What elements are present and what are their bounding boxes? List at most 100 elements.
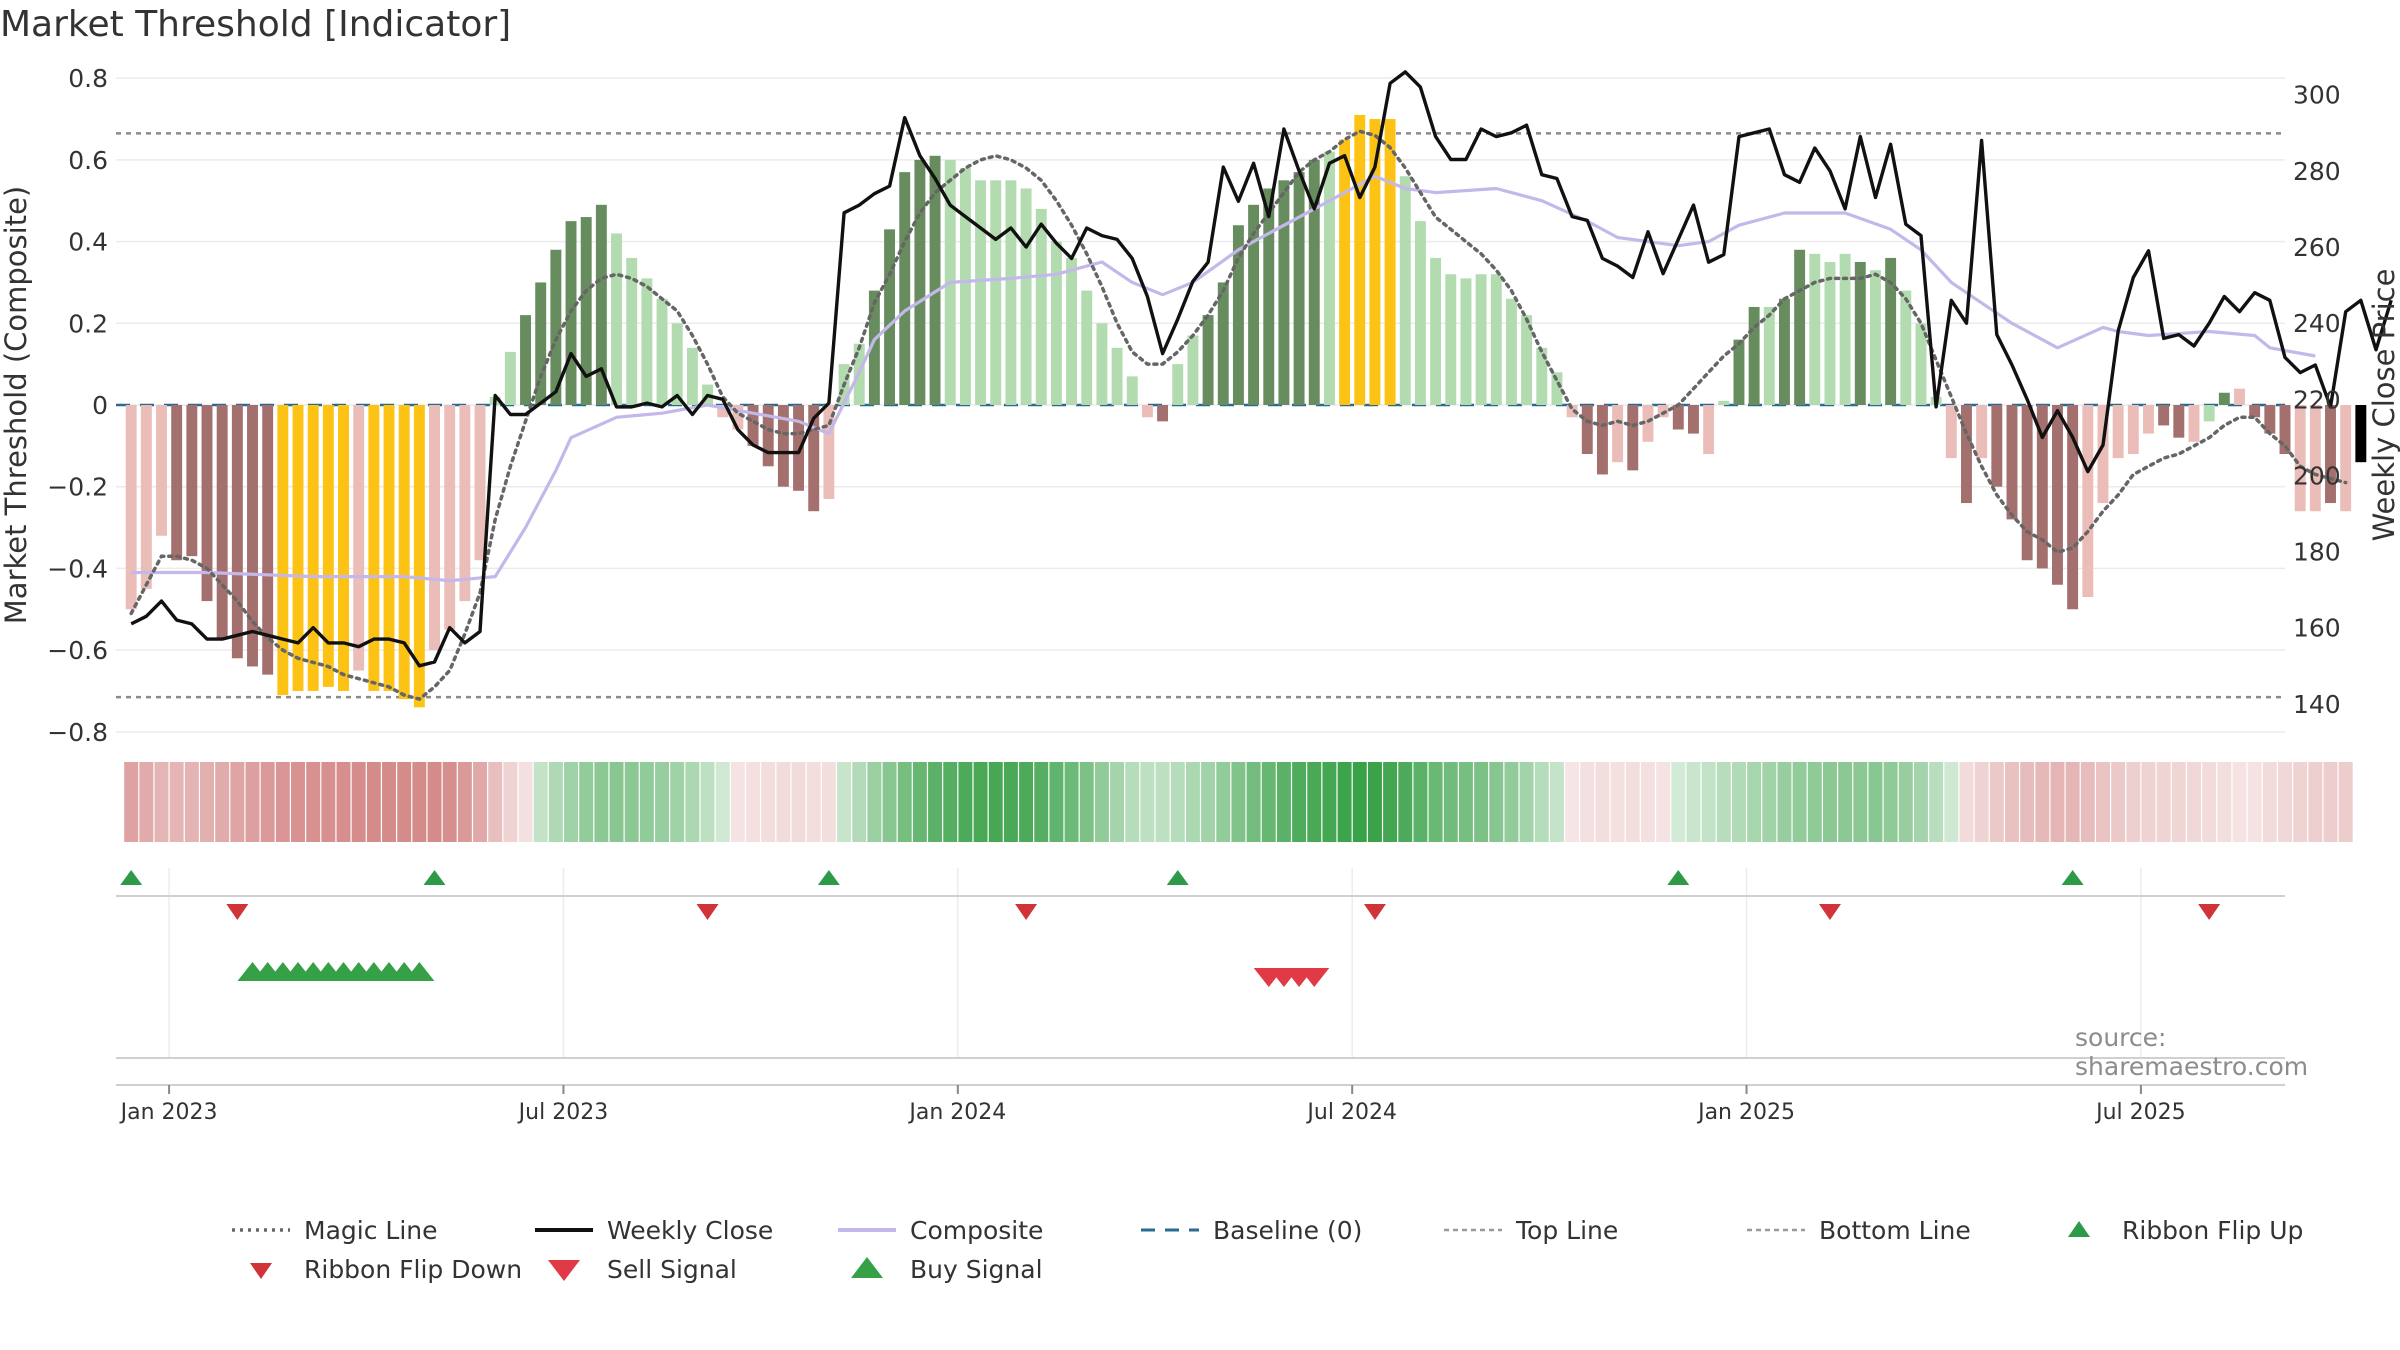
- composite-bar: [2067, 405, 2079, 610]
- composite-bar: [459, 405, 471, 602]
- composite-bar: [1414, 221, 1426, 405]
- composite-bar: [1323, 151, 1335, 405]
- composite-bar: [1839, 253, 1851, 405]
- composite-bar: [808, 405, 820, 512]
- legend-label: Weekly Close: [607, 1215, 774, 1245]
- x-tick-label: Jan 2024: [907, 1100, 1006, 1125]
- ribbon-cell: [1443, 762, 1458, 842]
- composite-bar: [2279, 405, 2291, 455]
- composite-bar: [2325, 405, 2336, 504]
- ribbon-cell: [230, 762, 245, 842]
- triangle-up-icon: [2068, 1221, 2090, 1237]
- composite-bar: [140, 405, 152, 589]
- composite-bar: [1854, 262, 1866, 405]
- composite-bar: [1081, 290, 1093, 405]
- ribbon-cell: [412, 762, 427, 842]
- ribbon-cell: [1261, 762, 1276, 842]
- grid-lines: [116, 77, 2285, 733]
- composite-bar: [959, 168, 971, 405]
- legend-item-buy-signal: Buy Signal: [836, 1249, 1043, 1289]
- composite-bar: [1035, 208, 1047, 405]
- composite-bar: [929, 155, 941, 405]
- ribbon-cell: [2308, 762, 2323, 842]
- composite-bar: [1050, 241, 1062, 405]
- ribbon-cell: [988, 762, 1003, 842]
- ribbon-cell: [1504, 762, 1519, 842]
- composite-bar: [474, 405, 486, 561]
- ribbon-cell: [746, 762, 761, 842]
- composite-bar: [2234, 388, 2245, 405]
- y-left-tick-label: 0.8: [68, 64, 108, 93]
- ribbon-cell: [2141, 762, 2156, 842]
- ribbon-cell: [139, 762, 154, 842]
- ribbon-cell: [1853, 762, 1868, 842]
- legend-label: Composite: [910, 1215, 1044, 1245]
- ribbon-cell: [624, 762, 639, 842]
- ribbon-strip: [124, 762, 2353, 842]
- ribbon-cell: [457, 762, 472, 842]
- ribbon-cell: [1019, 762, 1034, 842]
- ribbon-cell: [1185, 762, 1200, 842]
- ribbon-cell: [275, 762, 290, 842]
- composite-bar: [777, 405, 789, 487]
- ribbon-cell: [533, 762, 548, 842]
- composite-bar: [2021, 405, 2033, 561]
- composite-bar: [2112, 405, 2124, 459]
- composite-bar: [1217, 282, 1229, 405]
- composite-bar: [1687, 405, 1699, 434]
- composite-bar: [1384, 119, 1396, 406]
- ribbon-cell: [1398, 762, 1413, 842]
- y-right-tick-label: 200: [2293, 461, 2341, 490]
- ribbon-cell: [1762, 762, 1777, 842]
- ribbon-cell: [2004, 762, 2019, 842]
- ribbon-cell: [488, 762, 503, 842]
- ribbon-cell: [1474, 762, 1489, 842]
- composite-bar: [1232, 225, 1244, 405]
- composite-bar: [656, 298, 668, 405]
- composite-bar: [1612, 405, 1624, 463]
- ribbon-cell: [1898, 762, 1913, 842]
- sell-signal-marker: [1299, 968, 1330, 987]
- legend-item-ribbon-flip-down: Ribbon Flip Down: [230, 1249, 522, 1289]
- composite-bar: [2006, 405, 2018, 520]
- ribbon-cell: [366, 762, 381, 842]
- legend-item-bottom-line: Bottom Line: [1745, 1210, 1971, 1250]
- composite-bar: [1718, 400, 1730, 405]
- legend-item-composite: Composite: [836, 1210, 1043, 1250]
- y-right-tick-label: 220: [2293, 385, 2341, 414]
- y-right-axis-title: Weekly Close Price: [2367, 269, 2400, 542]
- ribbon-cell: [2171, 762, 2186, 842]
- ribbon-cell: [837, 762, 852, 842]
- composite-bar: [1126, 376, 1138, 405]
- legend-symbol: [535, 1228, 593, 1232]
- y-left-tick-label: −0.6: [47, 636, 108, 665]
- composite-bar: [1293, 172, 1305, 405]
- composite-bar: [1172, 364, 1184, 405]
- ribbon-cell: [1489, 762, 1504, 842]
- ribbon-cell: [1822, 762, 1837, 842]
- composite-bar: [1521, 315, 1533, 405]
- legend-label: Ribbon Flip Up: [2122, 1215, 2304, 1245]
- ribbon-cell: [943, 762, 958, 842]
- ribbon-cell: [579, 762, 594, 842]
- ribbon-cell: [2293, 762, 2308, 842]
- composite-bar: [1824, 262, 1836, 405]
- ribbon-cell: [1595, 762, 1610, 842]
- x-tick-label: Jul 2024: [1305, 1100, 1397, 1125]
- legend-item-magic-line: Magic Line: [230, 1210, 438, 1250]
- composite-bar: [1657, 405, 1669, 418]
- composite-bar: [1020, 188, 1032, 405]
- composite-bar: [1399, 176, 1411, 405]
- composite-bar: [823, 405, 835, 499]
- ribbon-flip-down-marker: [2198, 904, 2221, 920]
- y-left-tick-label: −0.8: [47, 718, 108, 747]
- composite-bar: [717, 405, 729, 418]
- composite-line: [131, 174, 2316, 583]
- composite-bar: [762, 405, 774, 467]
- composite-bar: [307, 405, 319, 691]
- composite-bar: [1809, 253, 1821, 405]
- ribbon-cell: [1428, 762, 1443, 842]
- legend-symbol: [838, 1228, 896, 1232]
- ribbon-cell: [1701, 762, 1716, 842]
